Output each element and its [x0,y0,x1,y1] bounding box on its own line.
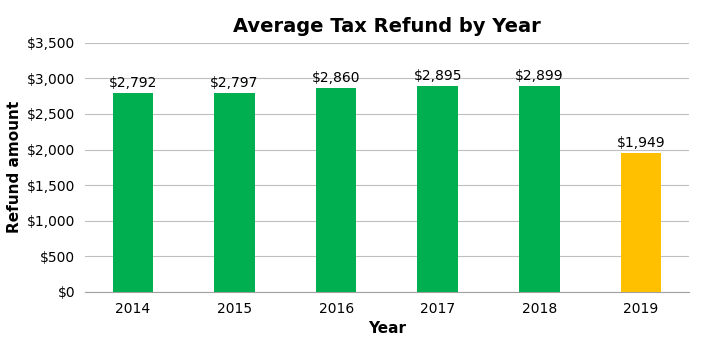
Text: $2,895: $2,895 [413,69,462,83]
Text: $1,949: $1,949 [617,136,665,150]
Bar [621,153,661,292]
Bar [316,88,356,292]
Bar [113,93,153,292]
Y-axis label: Refund amount: Refund amount [6,101,21,234]
Text: $2,899: $2,899 [515,69,564,83]
X-axis label: Year: Year [368,321,406,336]
Bar [214,93,255,292]
Bar [417,86,458,292]
Bar [519,85,559,292]
Text: $2,792: $2,792 [109,76,157,90]
Text: $2,860: $2,860 [312,72,361,85]
Text: $2,797: $2,797 [210,76,258,90]
Title: Average Tax Refund by Year: Average Tax Refund by Year [233,17,541,36]
